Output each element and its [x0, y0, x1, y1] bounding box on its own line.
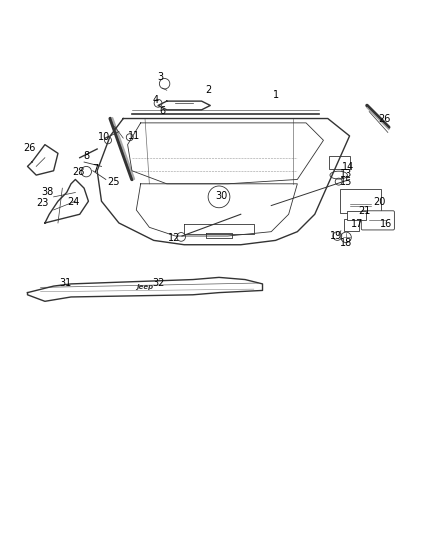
Text: 26: 26 — [378, 114, 391, 124]
Text: 4: 4 — [153, 95, 159, 105]
Text: 11: 11 — [128, 131, 140, 141]
Text: 31: 31 — [60, 278, 72, 288]
FancyBboxPatch shape — [346, 211, 366, 220]
Text: 1: 1 — [272, 90, 279, 100]
Text: 18: 18 — [340, 238, 353, 248]
Text: 24: 24 — [67, 197, 79, 207]
Text: 8: 8 — [83, 151, 89, 161]
Text: 6: 6 — [159, 106, 166, 116]
Text: 30: 30 — [215, 191, 227, 201]
Text: 7: 7 — [92, 164, 98, 174]
Ellipse shape — [330, 171, 347, 179]
Text: 25: 25 — [107, 176, 120, 187]
Text: 19: 19 — [329, 231, 342, 241]
FancyBboxPatch shape — [344, 219, 359, 231]
Text: 13: 13 — [340, 169, 352, 179]
Text: 26: 26 — [24, 143, 36, 152]
Text: Jeep: Jeep — [137, 284, 154, 290]
Text: 10: 10 — [98, 132, 110, 142]
Text: 23: 23 — [36, 198, 49, 208]
Text: 14: 14 — [342, 162, 354, 172]
FancyBboxPatch shape — [339, 189, 381, 213]
Text: 2: 2 — [205, 85, 211, 95]
Text: 12: 12 — [168, 233, 180, 243]
Text: 38: 38 — [41, 187, 53, 197]
Text: 17: 17 — [351, 219, 363, 229]
Text: 15: 15 — [340, 176, 352, 187]
FancyBboxPatch shape — [329, 156, 350, 169]
Text: 28: 28 — [73, 167, 85, 177]
Text: 3: 3 — [157, 72, 163, 82]
Text: 20: 20 — [373, 197, 385, 207]
Text: 16: 16 — [381, 219, 393, 229]
Text: 32: 32 — [153, 278, 165, 288]
FancyBboxPatch shape — [361, 211, 394, 230]
Text: 21: 21 — [359, 206, 371, 216]
